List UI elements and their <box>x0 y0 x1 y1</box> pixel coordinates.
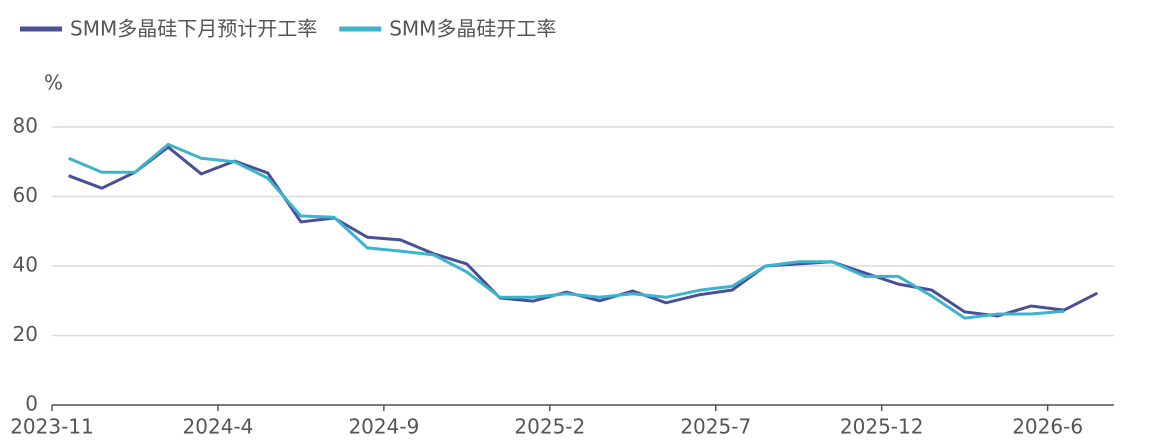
x-tick-label: 2024-9 <box>348 415 419 439</box>
x-tick-label: 2023-11 <box>10 415 94 439</box>
x-tick-label: 2025-2 <box>514 415 585 439</box>
y-tick-label: 80 <box>13 114 38 138</box>
x-tick-label: 2025-7 <box>680 415 751 439</box>
y-tick-label: 20 <box>13 322 38 346</box>
legend-label: SMM多晶硅下月预计开工率 <box>70 17 317 41</box>
y-tick-label: 40 <box>13 253 38 277</box>
y-unit: % <box>44 71 63 95</box>
series-line <box>68 142 1065 320</box>
series-line <box>68 145 1099 318</box>
y-tick-label: 0 <box>25 392 38 416</box>
x-tick-label: 2025-12 <box>840 415 924 439</box>
x-tick-label: 2024-4 <box>183 415 254 439</box>
x-tick-label: 2026-6 <box>1012 415 1083 439</box>
legend-label: SMM多晶硅开工率 <box>389 17 556 41</box>
y-tick-label: 60 <box>13 183 38 207</box>
